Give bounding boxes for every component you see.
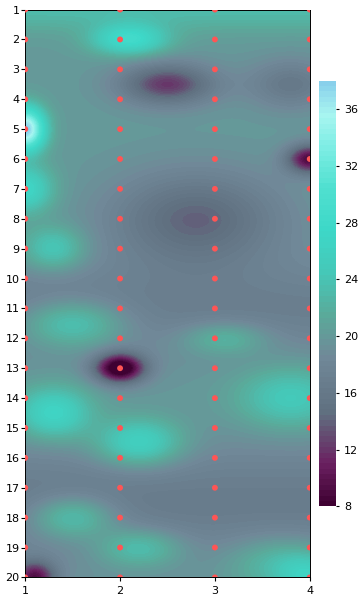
Point <box>307 95 313 104</box>
Point <box>307 393 313 403</box>
Point <box>212 154 218 164</box>
Point <box>212 334 218 343</box>
Point <box>307 35 313 45</box>
Point <box>117 334 123 343</box>
Point <box>307 573 313 582</box>
Point <box>23 393 28 403</box>
Point <box>117 364 123 373</box>
Point <box>117 35 123 45</box>
Point <box>307 334 313 343</box>
Point <box>212 423 218 433</box>
Point <box>307 423 313 433</box>
Point <box>307 214 313 223</box>
Point <box>212 64 218 74</box>
Point <box>117 64 123 74</box>
Point <box>23 95 28 104</box>
Point <box>212 214 218 223</box>
Point <box>212 513 218 523</box>
Point <box>23 5 28 14</box>
Point <box>117 303 123 313</box>
Point <box>23 64 28 74</box>
Point <box>307 184 313 194</box>
Point <box>23 184 28 194</box>
Point <box>212 35 218 45</box>
Point <box>307 154 313 164</box>
Point <box>212 393 218 403</box>
Point <box>23 423 28 433</box>
Point <box>23 244 28 253</box>
Point <box>117 423 123 433</box>
Point <box>117 573 123 582</box>
Point <box>117 154 123 164</box>
Point <box>212 244 218 253</box>
Point <box>117 214 123 223</box>
Point <box>23 303 28 313</box>
Point <box>23 364 28 373</box>
Point <box>117 124 123 134</box>
Point <box>117 95 123 104</box>
Point <box>23 154 28 164</box>
Point <box>212 95 218 104</box>
Point <box>212 364 218 373</box>
Point <box>307 5 313 14</box>
Point <box>307 364 313 373</box>
Point <box>307 274 313 284</box>
Point <box>117 393 123 403</box>
Point <box>307 124 313 134</box>
Point <box>307 64 313 74</box>
Point <box>23 334 28 343</box>
Point <box>307 244 313 253</box>
Point <box>212 483 218 492</box>
Point <box>117 483 123 492</box>
Point <box>23 573 28 582</box>
Point <box>117 513 123 523</box>
Point <box>117 274 123 284</box>
Point <box>23 513 28 523</box>
Point <box>23 543 28 553</box>
Point <box>307 483 313 492</box>
Point <box>212 124 218 134</box>
Point <box>23 214 28 223</box>
Point <box>212 5 218 14</box>
Point <box>307 513 313 523</box>
Point <box>307 453 313 463</box>
Point <box>23 274 28 284</box>
Point <box>212 573 218 582</box>
Point <box>23 453 28 463</box>
Point <box>23 35 28 45</box>
Point <box>307 303 313 313</box>
Point <box>212 274 218 284</box>
Point <box>212 453 218 463</box>
Point <box>212 543 218 553</box>
Point <box>23 124 28 134</box>
Point <box>117 244 123 253</box>
Point <box>117 453 123 463</box>
Point <box>212 184 218 194</box>
Point <box>117 543 123 553</box>
Point <box>212 303 218 313</box>
Point <box>307 543 313 553</box>
Point <box>23 483 28 492</box>
Point <box>117 5 123 14</box>
Point <box>117 184 123 194</box>
